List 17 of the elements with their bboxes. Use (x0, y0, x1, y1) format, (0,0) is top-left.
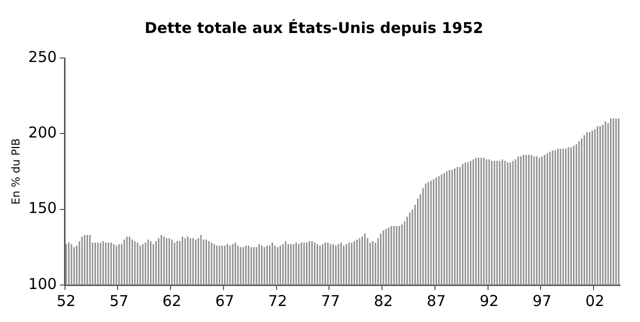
chart-title: Dette totale aux États-Unis depuis 1952 (144, 18, 484, 37)
x-tick-label: 77 (320, 292, 340, 310)
y-tick-label: 150 (28, 199, 57, 218)
x-tick-label: 62 (162, 292, 182, 310)
x-tick-label: 72 (268, 292, 288, 310)
x-tick-label: 67 (215, 292, 234, 310)
x-tick-label: 52 (56, 292, 76, 310)
y-axis-title: En % du PIB (9, 138, 22, 205)
x-tick-label: 92 (480, 292, 499, 310)
y-tick-label: 200 (28, 124, 57, 142)
y-tick-label: 100 (28, 274, 57, 293)
x-tick-label: 82 (374, 292, 393, 310)
y-tick-label: 250 (28, 48, 57, 66)
x-tick-label: 02 (585, 292, 604, 310)
x-tick-label: 57 (109, 292, 129, 310)
x-tick-label: 87 (426, 292, 446, 310)
x-tick-label: 97 (532, 292, 552, 310)
